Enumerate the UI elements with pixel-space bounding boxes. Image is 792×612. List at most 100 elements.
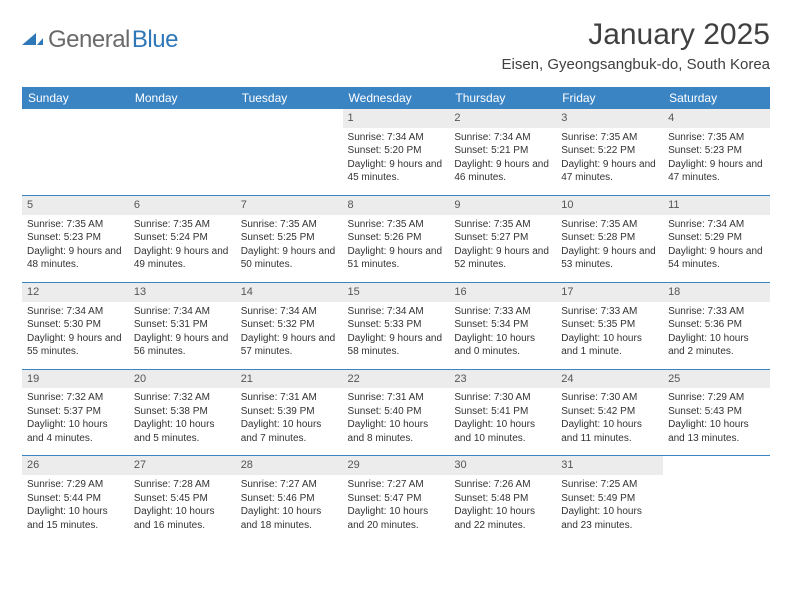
logo-icon [22,29,44,52]
day-details: Sunrise: 7:33 AMSunset: 5:36 PMDaylight:… [667,305,766,359]
calendar-cell: 4 Sunrise: 7:35 AMSunset: 5:23 PMDaylight… [663,109,770,195]
day-number: 16 [449,283,556,302]
calendar-cell: 17 Sunrise: 7:33 AMSunset: 5:35 PMDayligh… [556,282,663,369]
day-details: Sunrise: 7:30 AMSunset: 5:42 PMDaylight:… [560,391,659,445]
day-details: Sunrise: 7:34 AMSunset: 5:20 PMDaylight:… [347,131,446,185]
calendar-cell: 21Sunrise: 7:31 AMSunset: 5:39 PMDayligh… [236,369,343,456]
day-details: Sunrise: 7:34 AMSunset: 5:33 PMDaylight:… [347,305,446,359]
calendar-cell: 27 Sunrise: 7:28 AMSunset: 5:45 PMDayligh… [129,456,236,542]
day-number: 19 [22,370,129,389]
calendar-cell: 11Sunrise: 7:34 AMSunset: 5:29 PMDayligh… [663,195,770,282]
header-row: Sunday Monday Tuesday Wednesday Thursday… [22,87,770,109]
day-number: 30 [449,456,556,475]
day-number: 25 [663,370,770,389]
day-number: 5 [22,196,129,215]
calendar-cell: 10Sunrise: 7:35 AMSunset: 5:28 PMDayligh… [556,195,663,282]
calendar-row: 1 Sunrise: 7:34 AMSunset: 5:20 PMDaylight… [22,109,770,195]
day-number: 9 [449,196,556,215]
calendar-cell: 8 Sunrise: 7:35 AMSunset: 5:26 PMDaylight… [343,195,450,282]
day-number: 31 [556,456,663,475]
day-details: Sunrise: 7:26 AMSunset: 5:48 PMDaylight:… [453,478,552,532]
day-details: Sunrise: 7:27 AMSunset: 5:47 PMDaylight:… [347,478,446,532]
day-details: Sunrise: 7:35 AMSunset: 5:26 PMDaylight:… [347,218,446,272]
calendar-cell: 23 Sunrise: 7:30 AMSunset: 5:41 PMDayligh… [449,369,556,456]
calendar-row: 26 Sunrise: 7:29 AMSunset: 5:44 PMDayligh… [22,456,770,542]
day-details: Sunrise: 7:34 AMSunset: 5:30 PMDaylight:… [26,305,125,359]
calendar-table: Sunday Monday Tuesday Wednesday Thursday… [22,87,770,542]
day-number: 15 [343,283,450,302]
col-tuesday: Tuesday [236,87,343,109]
calendar-cell [22,109,129,195]
calendar-cell: 30 Sunrise: 7:26 AMSunset: 5:48 PMDayligh… [449,456,556,542]
day-number: 12 [22,283,129,302]
month-title: January 2025 [501,18,770,52]
col-monday: Monday [129,87,236,109]
calendar-row: 19 Sunrise: 7:32 AMSunset: 5:37 PMDayligh… [22,369,770,456]
col-wednesday: Wednesday [343,87,450,109]
logo: General Blue [22,18,178,54]
day-details: Sunrise: 7:33 AMSunset: 5:35 PMDaylight:… [560,305,659,359]
calendar-cell: 3Sunrise: 7:35 AMSunset: 5:22 PMDaylight… [556,109,663,195]
calendar-cell: 9 Sunrise: 7:35 AMSunset: 5:27 PMDaylight… [449,195,556,282]
day-details: Sunrise: 7:28 AMSunset: 5:45 PMDaylight:… [133,478,232,532]
day-number: 18 [663,283,770,302]
col-thursday: Thursday [449,87,556,109]
calendar-cell: 18 Sunrise: 7:33 AMSunset: 5:36 PMDayligh… [663,282,770,369]
day-number: 8 [343,196,450,215]
calendar-cell: 19 Sunrise: 7:32 AMSunset: 5:37 PMDayligh… [22,369,129,456]
day-details: Sunrise: 7:35 AMSunset: 5:25 PMDaylight:… [240,218,339,272]
day-details: Sunrise: 7:31 AMSunset: 5:39 PMDaylight:… [240,391,339,445]
calendar-cell: 24Sunrise: 7:30 AMSunset: 5:42 PMDayligh… [556,369,663,456]
calendar-row: 5 Sunrise: 7:35 AMSunset: 5:23 PMDaylight… [22,195,770,282]
day-details: Sunrise: 7:31 AMSunset: 5:40 PMDaylight:… [347,391,446,445]
calendar-cell: 2Sunrise: 7:34 AMSunset: 5:21 PMDaylight… [449,109,556,195]
day-details: Sunrise: 7:29 AMSunset: 5:43 PMDaylight:… [667,391,766,445]
day-details: Sunrise: 7:30 AMSunset: 5:41 PMDaylight:… [453,391,552,445]
day-number: 17 [556,283,663,302]
calendar-cell: 31 Sunrise: 7:25 AMSunset: 5:49 PMDayligh… [556,456,663,542]
day-number: 4 [663,109,770,128]
day-number: 28 [236,456,343,475]
day-number: 23 [449,370,556,389]
day-number: 3 [556,109,663,128]
day-number: 7 [236,196,343,215]
day-details: Sunrise: 7:33 AMSunset: 5:34 PMDaylight:… [453,305,552,359]
calendar-cell: 28 Sunrise: 7:27 AMSunset: 5:46 PMDayligh… [236,456,343,542]
calendar-cell: 5 Sunrise: 7:35 AMSunset: 5:23 PMDaylight… [22,195,129,282]
calendar-cell: 22 Sunrise: 7:31 AMSunset: 5:40 PMDayligh… [343,369,450,456]
day-number: 22 [343,370,450,389]
calendar-cell: 26 Sunrise: 7:29 AMSunset: 5:44 PMDayligh… [22,456,129,542]
day-number: 14 [236,283,343,302]
day-details: Sunrise: 7:32 AMSunset: 5:38 PMDaylight:… [133,391,232,445]
calendar-cell: 7 Sunrise: 7:35 AMSunset: 5:25 PMDaylight… [236,195,343,282]
col-friday: Friday [556,87,663,109]
calendar-cell [663,456,770,542]
day-details: Sunrise: 7:34 AMSunset: 5:31 PMDaylight:… [133,305,232,359]
logo-text-2: Blue [132,26,178,54]
calendar-cell: 6 Sunrise: 7:35 AMSunset: 5:24 PMDaylight… [129,195,236,282]
day-details: Sunrise: 7:27 AMSunset: 5:46 PMDaylight:… [240,478,339,532]
day-number: 6 [129,196,236,215]
day-number: 11 [663,196,770,215]
day-number: 27 [129,456,236,475]
calendar-cell: 15 Sunrise: 7:34 AMSunset: 5:33 PMDayligh… [343,282,450,369]
calendar-cell [129,109,236,195]
col-saturday: Saturday [663,87,770,109]
calendar-cell: 20Sunrise: 7:32 AMSunset: 5:38 PMDayligh… [129,369,236,456]
calendar-cell [236,109,343,195]
day-number: 10 [556,196,663,215]
day-number: 29 [343,456,450,475]
day-details: Sunrise: 7:35 AMSunset: 5:23 PMDaylight:… [26,218,125,272]
day-details: Sunrise: 7:32 AMSunset: 5:37 PMDaylight:… [26,391,125,445]
day-details: Sunrise: 7:35 AMSunset: 5:27 PMDaylight:… [453,218,552,272]
calendar-cell: 16 Sunrise: 7:33 AMSunset: 5:34 PMDayligh… [449,282,556,369]
day-number: 26 [22,456,129,475]
day-details: Sunrise: 7:29 AMSunset: 5:44 PMDaylight:… [26,478,125,532]
day-details: Sunrise: 7:35 AMSunset: 5:24 PMDaylight:… [133,218,232,272]
header: General Blue January 2025 Eisen, Gyeongs… [22,18,770,73]
day-number: 1 [343,109,450,128]
title-block: January 2025 Eisen, Gyeongsangbuk-do, So… [501,18,770,73]
calendar-body: 1 Sunrise: 7:34 AMSunset: 5:20 PMDaylight… [22,109,770,542]
day-details: Sunrise: 7:35 AMSunset: 5:23 PMDaylight:… [667,131,766,185]
day-details: Sunrise: 7:25 AMSunset: 5:49 PMDaylight:… [560,478,659,532]
